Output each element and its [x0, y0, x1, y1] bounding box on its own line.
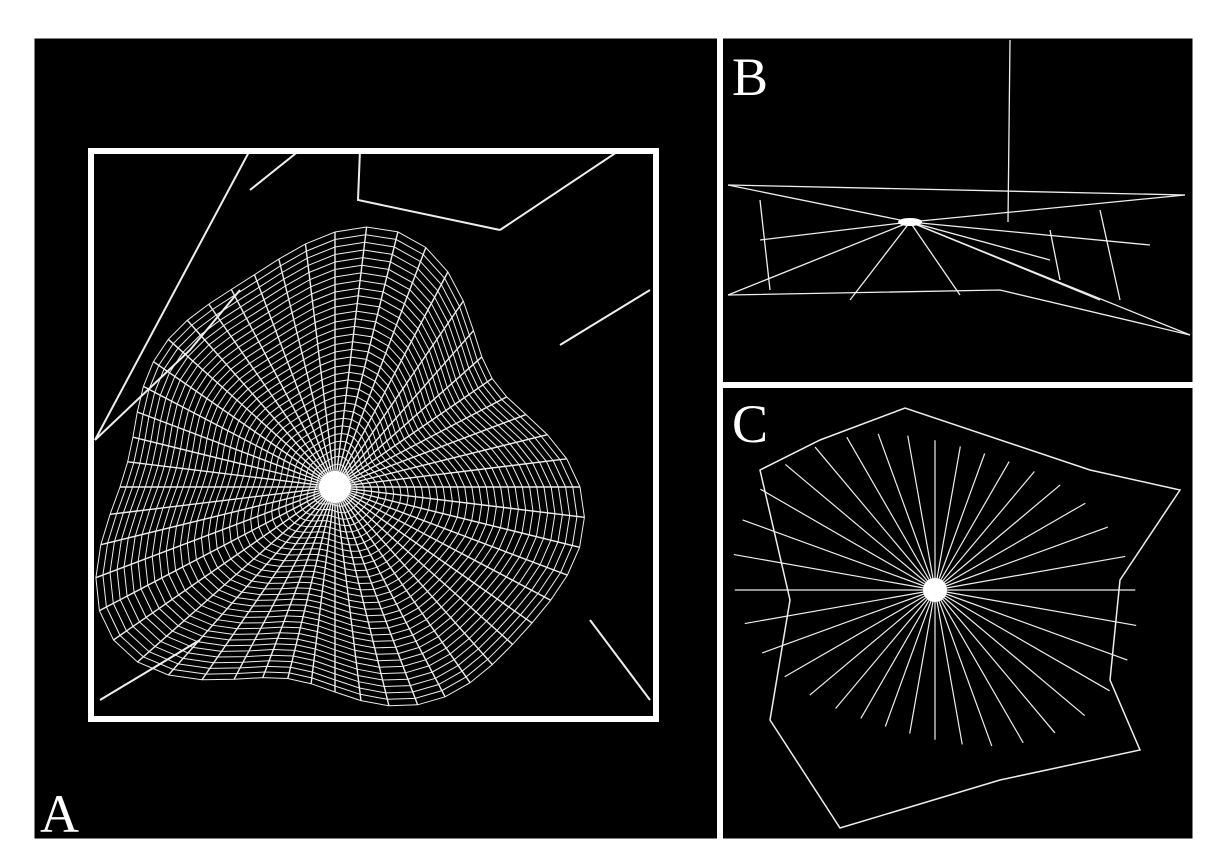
page: A B C (() => { const data = JSON.parse(d… — [0, 0, 1206, 852]
panel-label: B — [732, 47, 768, 107]
web-strand — [319, 471, 351, 503]
web-strand — [898, 218, 922, 226]
panel-label: A — [40, 784, 79, 844]
web-strand — [923, 578, 947, 602]
panel-label: C — [732, 394, 768, 454]
figure: A B C — [0, 0, 1206, 852]
